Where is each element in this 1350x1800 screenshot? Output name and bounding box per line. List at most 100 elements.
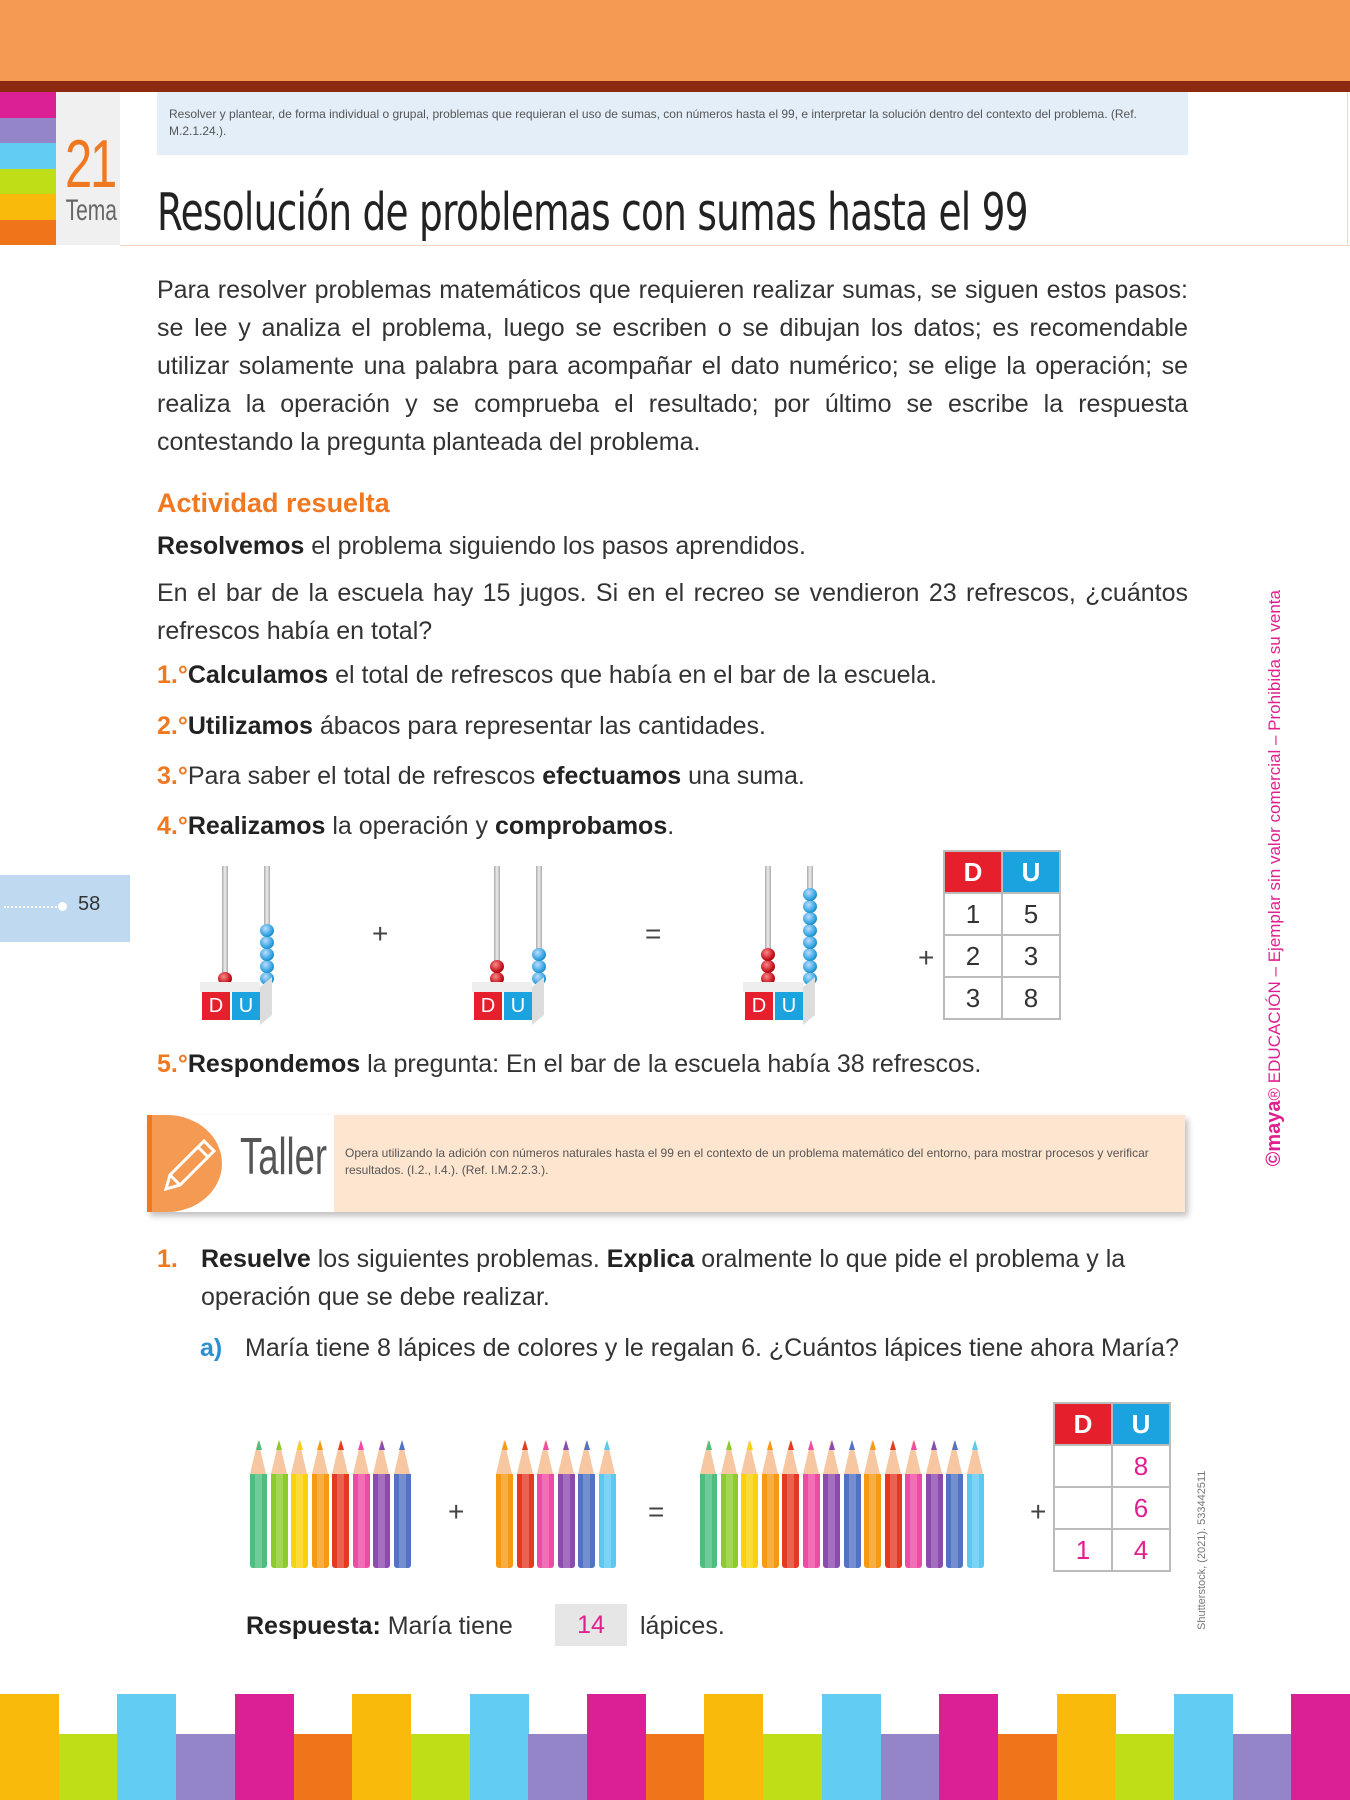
- pencil-lead: [378, 1440, 385, 1450]
- pencil-tip: [332, 1440, 348, 1474]
- abacus-bead: [761, 960, 775, 973]
- abacus-bead: [260, 936, 274, 949]
- problem-text: En el bar de la escuela hay 15 jugos. Si…: [157, 579, 1188, 645]
- colored-pencil: [598, 1440, 616, 1570]
- colored-pencil: [270, 1440, 288, 1570]
- pencil-lead: [604, 1440, 610, 1450]
- stripe: [1056, 1694, 1116, 1800]
- stripe: [293, 1734, 353, 1800]
- top-divider: [0, 81, 1350, 92]
- colored-pencil: [823, 1440, 840, 1570]
- pencil-tip: [250, 1440, 266, 1474]
- watermark-text: ® EDUCACIÓN – Ejemplar sin valor comerci…: [1265, 590, 1284, 1101]
- pencil-tip: [496, 1440, 512, 1474]
- colored-pencil: [393, 1440, 411, 1570]
- colored-pencil: [516, 1440, 534, 1570]
- table-cell: 5: [1001, 892, 1061, 936]
- pencil-lead: [563, 1440, 569, 1450]
- colored-pencil: [352, 1440, 370, 1570]
- stripe: [410, 1734, 470, 1800]
- step-number: 2.°: [157, 712, 188, 740]
- pencil-tip: [516, 1440, 533, 1474]
- pencil-tip: [864, 1440, 880, 1474]
- abacus-bead: [490, 972, 504, 985]
- tema-label: Tema: [65, 194, 117, 227]
- pencil-tip: [884, 1440, 901, 1474]
- image-credit: Shutterstock, (2021). 533442511: [1196, 1470, 1208, 1630]
- exercise-number: 1.: [157, 1245, 178, 1273]
- answer-input[interactable]: 14: [555, 1604, 627, 1646]
- pencil-tip: [291, 1440, 307, 1474]
- stripe: [234, 1694, 294, 1800]
- table-cell: 2: [943, 934, 1003, 978]
- abacus-bead: [803, 924, 817, 937]
- title-divider: [120, 245, 1350, 246]
- stripe: [704, 1694, 764, 1800]
- abacus-bead: [803, 960, 817, 973]
- table-cell: 4: [1111, 1528, 1171, 1572]
- exercise-bold-1: Resuelve: [201, 1245, 311, 1273]
- abacus-bead: [803, 900, 817, 913]
- pencil-lead: [767, 1440, 773, 1450]
- lead-text: el problema siguiendo los pasos aprendid…: [304, 532, 807, 560]
- pencil-tip: [352, 1440, 369, 1474]
- objective-box: Resolver y plantear, de forma individual…: [157, 92, 1188, 155]
- pencil-body: [311, 1474, 329, 1568]
- taller-title: Taller: [240, 1128, 327, 1186]
- table-cell: 1: [943, 892, 1003, 936]
- pencil-group-8: [250, 1440, 411, 1570]
- table-cell: [1053, 1444, 1113, 1488]
- table-cell: 8: [1111, 1444, 1171, 1488]
- answer-post: lápices.: [640, 1612, 725, 1640]
- colored-pencil: [373, 1440, 390, 1570]
- pencil-body: [843, 1474, 861, 1568]
- pencil-lead: [869, 1440, 876, 1450]
- table-cell: 8: [1001, 976, 1061, 1020]
- colored-pencil: [311, 1440, 329, 1570]
- pencil-body: [946, 1474, 963, 1568]
- activity-heading: Actividad resuelta: [157, 484, 1188, 523]
- step-5: 5.°Respondemos la pregunta: En el bar de…: [157, 1045, 1188, 1083]
- abacus-bead: [260, 960, 274, 973]
- pencil-lead: [951, 1440, 958, 1450]
- pencil-body: [782, 1474, 799, 1568]
- pencil-lead: [358, 1440, 364, 1450]
- page-dot: [58, 902, 67, 911]
- pencil-group-14: [700, 1440, 984, 1570]
- abacus-base-side: [803, 976, 815, 1026]
- pencil-tip: [270, 1440, 287, 1474]
- pencil-body: [966, 1474, 984, 1568]
- pencil-tip: [373, 1440, 389, 1474]
- step-bold: comprobamos: [494, 812, 668, 840]
- stripe: [1291, 1694, 1350, 1800]
- abacus-bead: [260, 948, 274, 961]
- colored-pencil: [843, 1440, 861, 1570]
- color-tab: [0, 117, 56, 143]
- stripe: [997, 1734, 1057, 1800]
- answer-pre: María tiene: [387, 1612, 513, 1640]
- table-cell: 1: [1053, 1528, 1113, 1572]
- exercise-a-text: María tiene 8 lápices de colores y le re…: [245, 1334, 1179, 1362]
- pencil-tip: [537, 1440, 553, 1474]
- step-text: una suma.: [681, 762, 805, 790]
- step-bold: Respondemos: [187, 1050, 361, 1078]
- pencil-body: [720, 1474, 738, 1568]
- abacus-bead: [803, 936, 817, 949]
- plus-sign: +: [372, 918, 389, 949]
- pencil-body: [270, 1474, 288, 1568]
- pencil-tip: [393, 1440, 410, 1474]
- stripe: [0, 1694, 59, 1800]
- stripe: [469, 1694, 529, 1800]
- table-cell: 3: [943, 976, 1003, 1020]
- pencil-icon: [163, 1138, 217, 1192]
- abacus-base-side: [532, 976, 544, 1026]
- stripe: [1232, 1734, 1292, 1800]
- units-block: U: [775, 992, 803, 1020]
